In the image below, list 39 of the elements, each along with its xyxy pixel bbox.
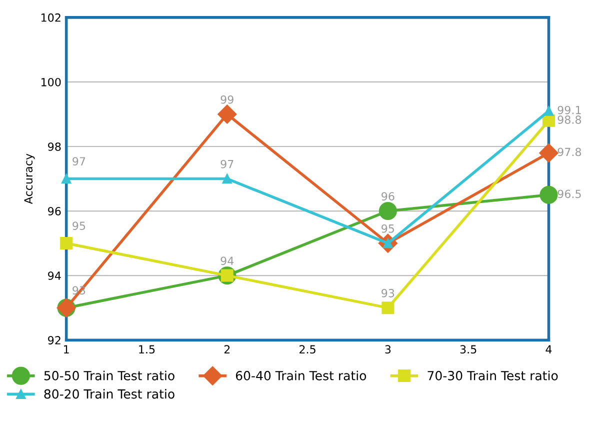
point (222, 174, 232, 184)
y-tick-label: 100 (41, 78, 61, 86)
data-label: 95 (382, 224, 394, 233)
x-tick-label: 4 (546, 345, 552, 354)
data-label: 97 (220, 160, 234, 168)
point (539, 143, 558, 162)
data-label: 94 (220, 256, 234, 266)
point (544, 106, 554, 116)
x-tick-label: 1.5 (139, 345, 155, 354)
point (540, 186, 558, 204)
x-tick-label: 3 (385, 345, 391, 354)
legend-label: 70-30 Train Test ratio (428, 370, 558, 380)
data-label: 98.8 (558, 116, 582, 124)
point (61, 174, 72, 184)
y-tick-label: 96 (48, 207, 61, 216)
x-tick-label: 3.5 (460, 345, 476, 354)
data-label: 97.8 (558, 148, 582, 156)
data-label: 95 (72, 222, 86, 230)
y-tick-label: 102 (41, 13, 60, 22)
y-axis-title: Accuracy (24, 154, 35, 204)
x-tick-label: 1 (64, 345, 69, 354)
data-label: 99 (220, 95, 234, 104)
legend-label: 60-40 Train Test ratio (236, 370, 366, 380)
legend-label: 50-50 Train Test ratio (44, 370, 174, 380)
data-label: 99.1 (558, 106, 581, 114)
x-tick-label: 2 (224, 345, 230, 354)
data-label: 93 (382, 288, 394, 298)
y-tick-label: 92 (48, 336, 60, 344)
data-label: 96.5 (558, 190, 581, 198)
point (378, 202, 397, 220)
y-tick-label: 98 (48, 142, 61, 151)
legend-label: 80-20 Train Test ratio (44, 389, 174, 399)
data-label: 96 (382, 192, 394, 201)
y-tick-label: 94 (48, 272, 61, 280)
data-label: 97 (72, 157, 86, 166)
point (60, 237, 73, 250)
x-tick-label: 2.5 (300, 345, 316, 354)
point (218, 104, 237, 124)
point (382, 302, 394, 314)
